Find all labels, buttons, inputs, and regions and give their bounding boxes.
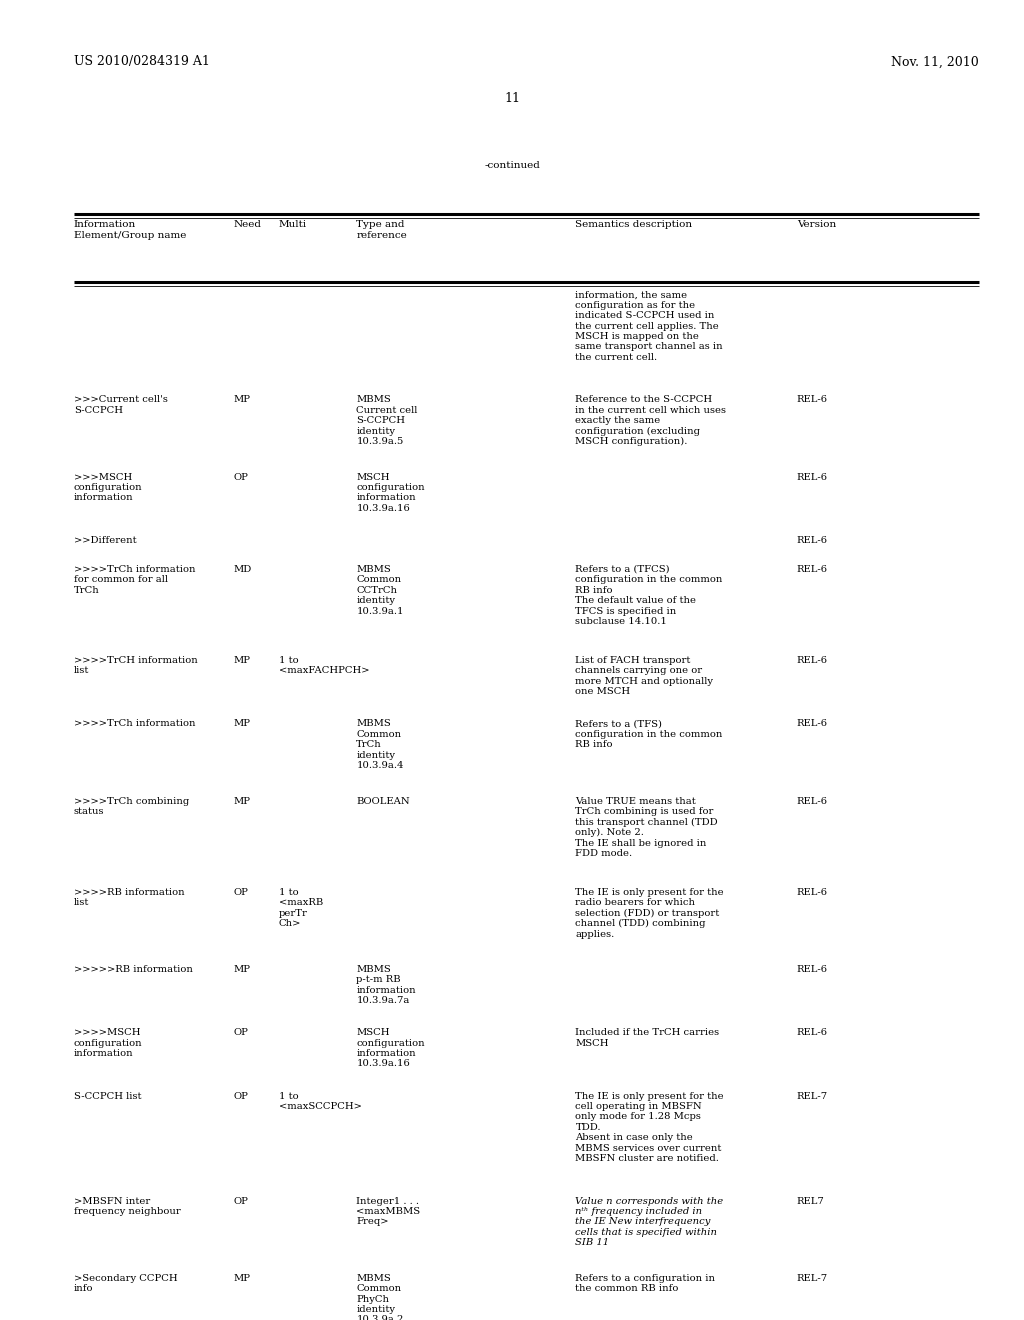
Text: -continued: -continued (484, 161, 540, 170)
Text: S-CCPCH list: S-CCPCH list (74, 1092, 141, 1101)
Text: >MBSFN inter
frequency neighbour: >MBSFN inter frequency neighbour (74, 1197, 180, 1216)
Text: REL-6: REL-6 (797, 656, 827, 665)
Text: >>>>MSCH
configuration
information: >>>>MSCH configuration information (74, 1028, 142, 1059)
Text: Nov. 11, 2010: Nov. 11, 2010 (891, 55, 979, 69)
Text: MBMS
Common
PhyCh
identity
10.3.9a.2: MBMS Common PhyCh identity 10.3.9a.2 (356, 1274, 403, 1320)
Text: Version: Version (797, 220, 836, 230)
Text: Semantics description: Semantics description (575, 220, 692, 230)
Text: Multi: Multi (279, 220, 306, 230)
Text: REL-6: REL-6 (797, 965, 827, 974)
Text: US 2010/0284319 A1: US 2010/0284319 A1 (74, 55, 210, 69)
Text: REL7: REL7 (797, 1197, 824, 1205)
Text: >>>>RB information
list: >>>>RB information list (74, 888, 184, 907)
Text: MP: MP (233, 656, 251, 665)
Text: >>>>>RB information: >>>>>RB information (74, 965, 193, 974)
Text: REL-6: REL-6 (797, 1028, 827, 1038)
Text: MBMS
Common
TrCh
identity
10.3.9a.4: MBMS Common TrCh identity 10.3.9a.4 (356, 719, 403, 770)
Text: OP: OP (233, 473, 249, 482)
Text: 1 to
<maxSCCPCH>: 1 to <maxSCCPCH> (279, 1092, 361, 1111)
Text: >>>>TrCH information
list: >>>>TrCH information list (74, 656, 198, 676)
Text: MSCH
configuration
information
10.3.9a.16: MSCH configuration information 10.3.9a.1… (356, 1028, 425, 1068)
Text: 1 to
<maxRB
perTr
Ch>: 1 to <maxRB perTr Ch> (279, 888, 323, 928)
Text: REL-7: REL-7 (797, 1274, 827, 1283)
Text: MBMS
Current cell
S-CCPCH
identity
10.3.9a.5: MBMS Current cell S-CCPCH identity 10.3.… (356, 396, 418, 446)
Text: >>>>TrCh information: >>>>TrCh information (74, 719, 196, 729)
Text: MBMS
p-t-m RB
information
10.3.9a.7a: MBMS p-t-m RB information 10.3.9a.7a (356, 965, 416, 1005)
Text: >>>Current cell's
S-CCPCH: >>>Current cell's S-CCPCH (74, 396, 168, 414)
Text: Refers to a configuration in
the common RB info: Refers to a configuration in the common … (575, 1274, 716, 1294)
Text: OP: OP (233, 1197, 249, 1205)
Text: MP: MP (233, 965, 251, 974)
Text: REL-6: REL-6 (797, 396, 827, 404)
Text: MP: MP (233, 396, 251, 404)
Text: Refers to a (TFS)
configuration in the common
RB info: Refers to a (TFS) configuration in the c… (575, 719, 723, 750)
Text: MBMS
Common
CCTrCh
identity
10.3.9a.1: MBMS Common CCTrCh identity 10.3.9a.1 (356, 565, 403, 615)
Text: Integer1 . . .
<maxMBMS
Freq>: Integer1 . . . <maxMBMS Freq> (356, 1197, 421, 1226)
Text: Included if the TrCH carries
MSCH: Included if the TrCH carries MSCH (575, 1028, 720, 1048)
Text: OP: OP (233, 888, 249, 896)
Text: MP: MP (233, 1274, 251, 1283)
Text: MP: MP (233, 719, 251, 729)
Text: OP: OP (233, 1028, 249, 1038)
Text: >Secondary CCPCH
info: >Secondary CCPCH info (74, 1274, 177, 1294)
Text: MSCH
configuration
information
10.3.9a.16: MSCH configuration information 10.3.9a.1… (356, 473, 425, 512)
Text: REL-6: REL-6 (797, 473, 827, 482)
Text: Type and
reference: Type and reference (356, 220, 408, 240)
Text: 11: 11 (504, 92, 520, 106)
Text: MD: MD (233, 565, 252, 574)
Text: Reference to the S-CCPCH
in the current cell which uses
exactly the same
configu: Reference to the S-CCPCH in the current … (575, 396, 726, 446)
Text: List of FACH transport
channels carrying one or
more MTCH and optionally
one MSC: List of FACH transport channels carrying… (575, 656, 714, 696)
Text: Need: Need (233, 220, 261, 230)
Text: REL-6: REL-6 (797, 536, 827, 545)
Text: BOOLEAN: BOOLEAN (356, 797, 410, 805)
Text: >>>>TrCh combining
status: >>>>TrCh combining status (74, 797, 189, 816)
Text: Refers to a (TFCS)
configuration in the common
RB info
The default value of the
: Refers to a (TFCS) configuration in the … (575, 565, 723, 626)
Text: >>>MSCH
configuration
information: >>>MSCH configuration information (74, 473, 142, 503)
Text: REL-6: REL-6 (797, 719, 827, 729)
Text: Information
Element/Group name: Information Element/Group name (74, 220, 186, 240)
Text: 1 to
<maxFACHPCH>: 1 to <maxFACHPCH> (279, 656, 369, 676)
Text: The IE is only present for the
cell operating in MBSFN
only mode for 1.28 Mcps
T: The IE is only present for the cell oper… (575, 1092, 724, 1163)
Text: Value TRUE means that
TrCh combining is used for
this transport channel (TDD
onl: Value TRUE means that TrCh combining is … (575, 797, 718, 858)
Text: information, the same
configuration as for the
indicated S-CCPCH used in
the cur: information, the same configuration as f… (575, 290, 723, 362)
Text: The IE is only present for the
radio bearers for which
selection (FDD) or transp: The IE is only present for the radio bea… (575, 888, 724, 939)
Text: >>>>TrCh information
for common for all
TrCh: >>>>TrCh information for common for all … (74, 565, 196, 595)
Text: REL-6: REL-6 (797, 797, 827, 805)
Text: REL-6: REL-6 (797, 888, 827, 896)
Text: OP: OP (233, 1092, 249, 1101)
Text: REL-7: REL-7 (797, 1092, 827, 1101)
Text: REL-6: REL-6 (797, 565, 827, 574)
Text: Value n corresponds with the
nᵗʰ frequency included in
the IE New interfrequency: Value n corresponds with the nᵗʰ frequen… (575, 1197, 724, 1247)
Text: MP: MP (233, 797, 251, 805)
Text: >>Different: >>Different (74, 536, 136, 545)
